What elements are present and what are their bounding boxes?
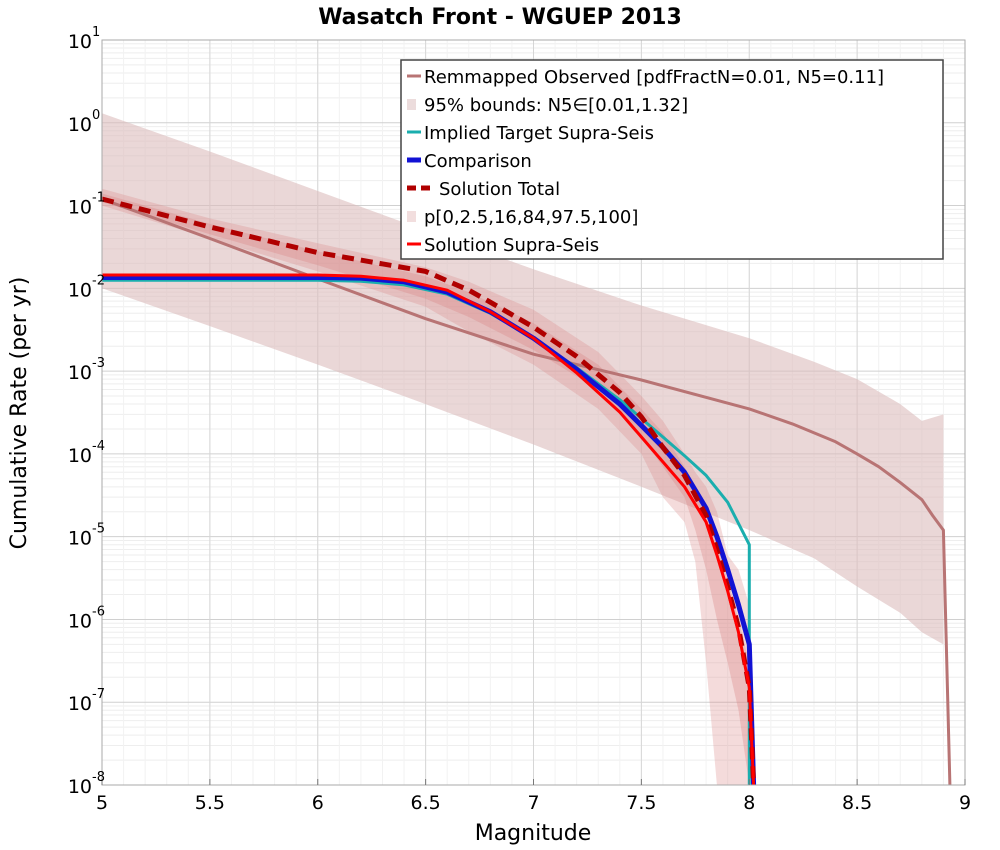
y-tick-label: 10 [68, 610, 92, 632]
y-tick-label: 10 [68, 197, 92, 219]
y-tick-exponent: -6 [92, 604, 105, 619]
legend-label: Solution Supra-Seis [424, 235, 599, 256]
y-tick-exponent: 0 [92, 108, 100, 123]
x-tick-label: 6 [312, 792, 324, 814]
series-lines [101, 196, 952, 786]
legend-label: Implied Target Supra-Seis [424, 123, 654, 144]
x-axis-label: Magnitude [475, 821, 592, 846]
legend-label: Comparison [424, 151, 532, 172]
y-tick-exponent: -2 [92, 273, 105, 288]
legend-label: 95% bounds: N5∈[0.01,1.32] [424, 95, 688, 116]
y-tick-exponent: -8 [92, 770, 105, 785]
y-tick-label: 10 [68, 776, 92, 798]
x-tick-label: 8 [743, 792, 755, 814]
x-tick-label: 8.5 [842, 792, 872, 814]
x-axis-ticks: 5 5.5 6 6.5 7 7.5 8 8.5 9 [96, 779, 971, 814]
y-tick-label: 10 [68, 528, 92, 550]
legend-label: Solution Total [439, 179, 560, 200]
y-tick-label: 10 [68, 114, 92, 136]
legend-swatch [407, 211, 416, 222]
y-tick-label: 10 [68, 279, 92, 301]
legend-box [400, 59, 944, 260]
x-tick-label: 7.5 [626, 792, 656, 814]
series-line [101, 196, 757, 786]
y-tick-exponent: -3 [92, 356, 105, 371]
x-tick-label: 5.5 [195, 792, 225, 814]
y-tick-exponent: -7 [92, 687, 105, 702]
y-axis-label: Cumulative Rate (per yr) [7, 277, 32, 550]
y-tick-label: 10 [68, 445, 92, 467]
series-line [101, 197, 952, 786]
legend-swatch [407, 99, 416, 110]
x-tick-label: 5 [96, 792, 108, 814]
x-tick-label: 7 [527, 792, 539, 814]
y-tick-exponent: -4 [92, 439, 105, 454]
legend-label: p[0,2.5,16,84,97.5,100] [424, 207, 638, 228]
y-tick-exponent: -5 [92, 522, 105, 537]
y-tick-label: 10 [68, 362, 92, 384]
series-line [102, 273, 756, 786]
series-line [102, 275, 757, 786]
legend: Remmapped Observed [pdfFractN=0.01, N5=0… [400, 59, 944, 260]
x-tick-label: 6.5 [411, 792, 441, 814]
chart-title: Wasatch Front - WGUEP 2013 [318, 5, 682, 30]
legend-label: Remmapped Observed [pdfFractN=0.01, N5=0… [424, 67, 884, 88]
y-tick-label: 10 [68, 693, 92, 715]
y-tick-exponent: -1 [92, 191, 105, 206]
x-tick-label: 9 [959, 792, 971, 814]
y-tick-label: 10 [68, 31, 92, 53]
y-tick-exponent: 1 [92, 25, 100, 40]
